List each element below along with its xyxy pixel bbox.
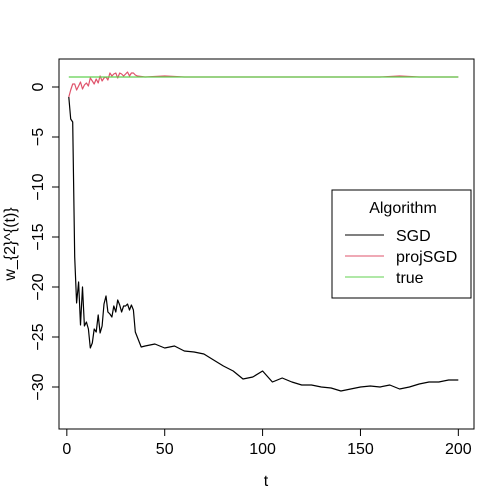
x-axis-label: t <box>264 473 269 490</box>
y-tick-label: −30 <box>30 373 47 400</box>
legend-title: Algorithm <box>369 200 437 217</box>
x-tick-label: 100 <box>249 441 276 458</box>
x-tick-label: 200 <box>445 441 472 458</box>
legend-entry-label: true <box>396 270 424 287</box>
x-tick-label: 50 <box>156 441 174 458</box>
legend-entry-label: projSGD <box>396 249 457 266</box>
y-axis-label: w_{2}^{(t)} <box>2 207 19 282</box>
x-tick-label: 150 <box>347 441 374 458</box>
y-tick-label: −5 <box>30 128 47 146</box>
legend: Algorithm SGD projSGD true <box>332 190 471 298</box>
x-tick-label: 0 <box>62 441 71 458</box>
y-tick-label: −15 <box>30 223 47 250</box>
y-tick-label: −10 <box>30 173 47 200</box>
y-tick-label: −20 <box>30 273 47 300</box>
legend-entry-label: SGD <box>396 228 431 245</box>
y-tick-label: 0 <box>30 82 47 91</box>
y-tick-label: −25 <box>30 323 47 350</box>
